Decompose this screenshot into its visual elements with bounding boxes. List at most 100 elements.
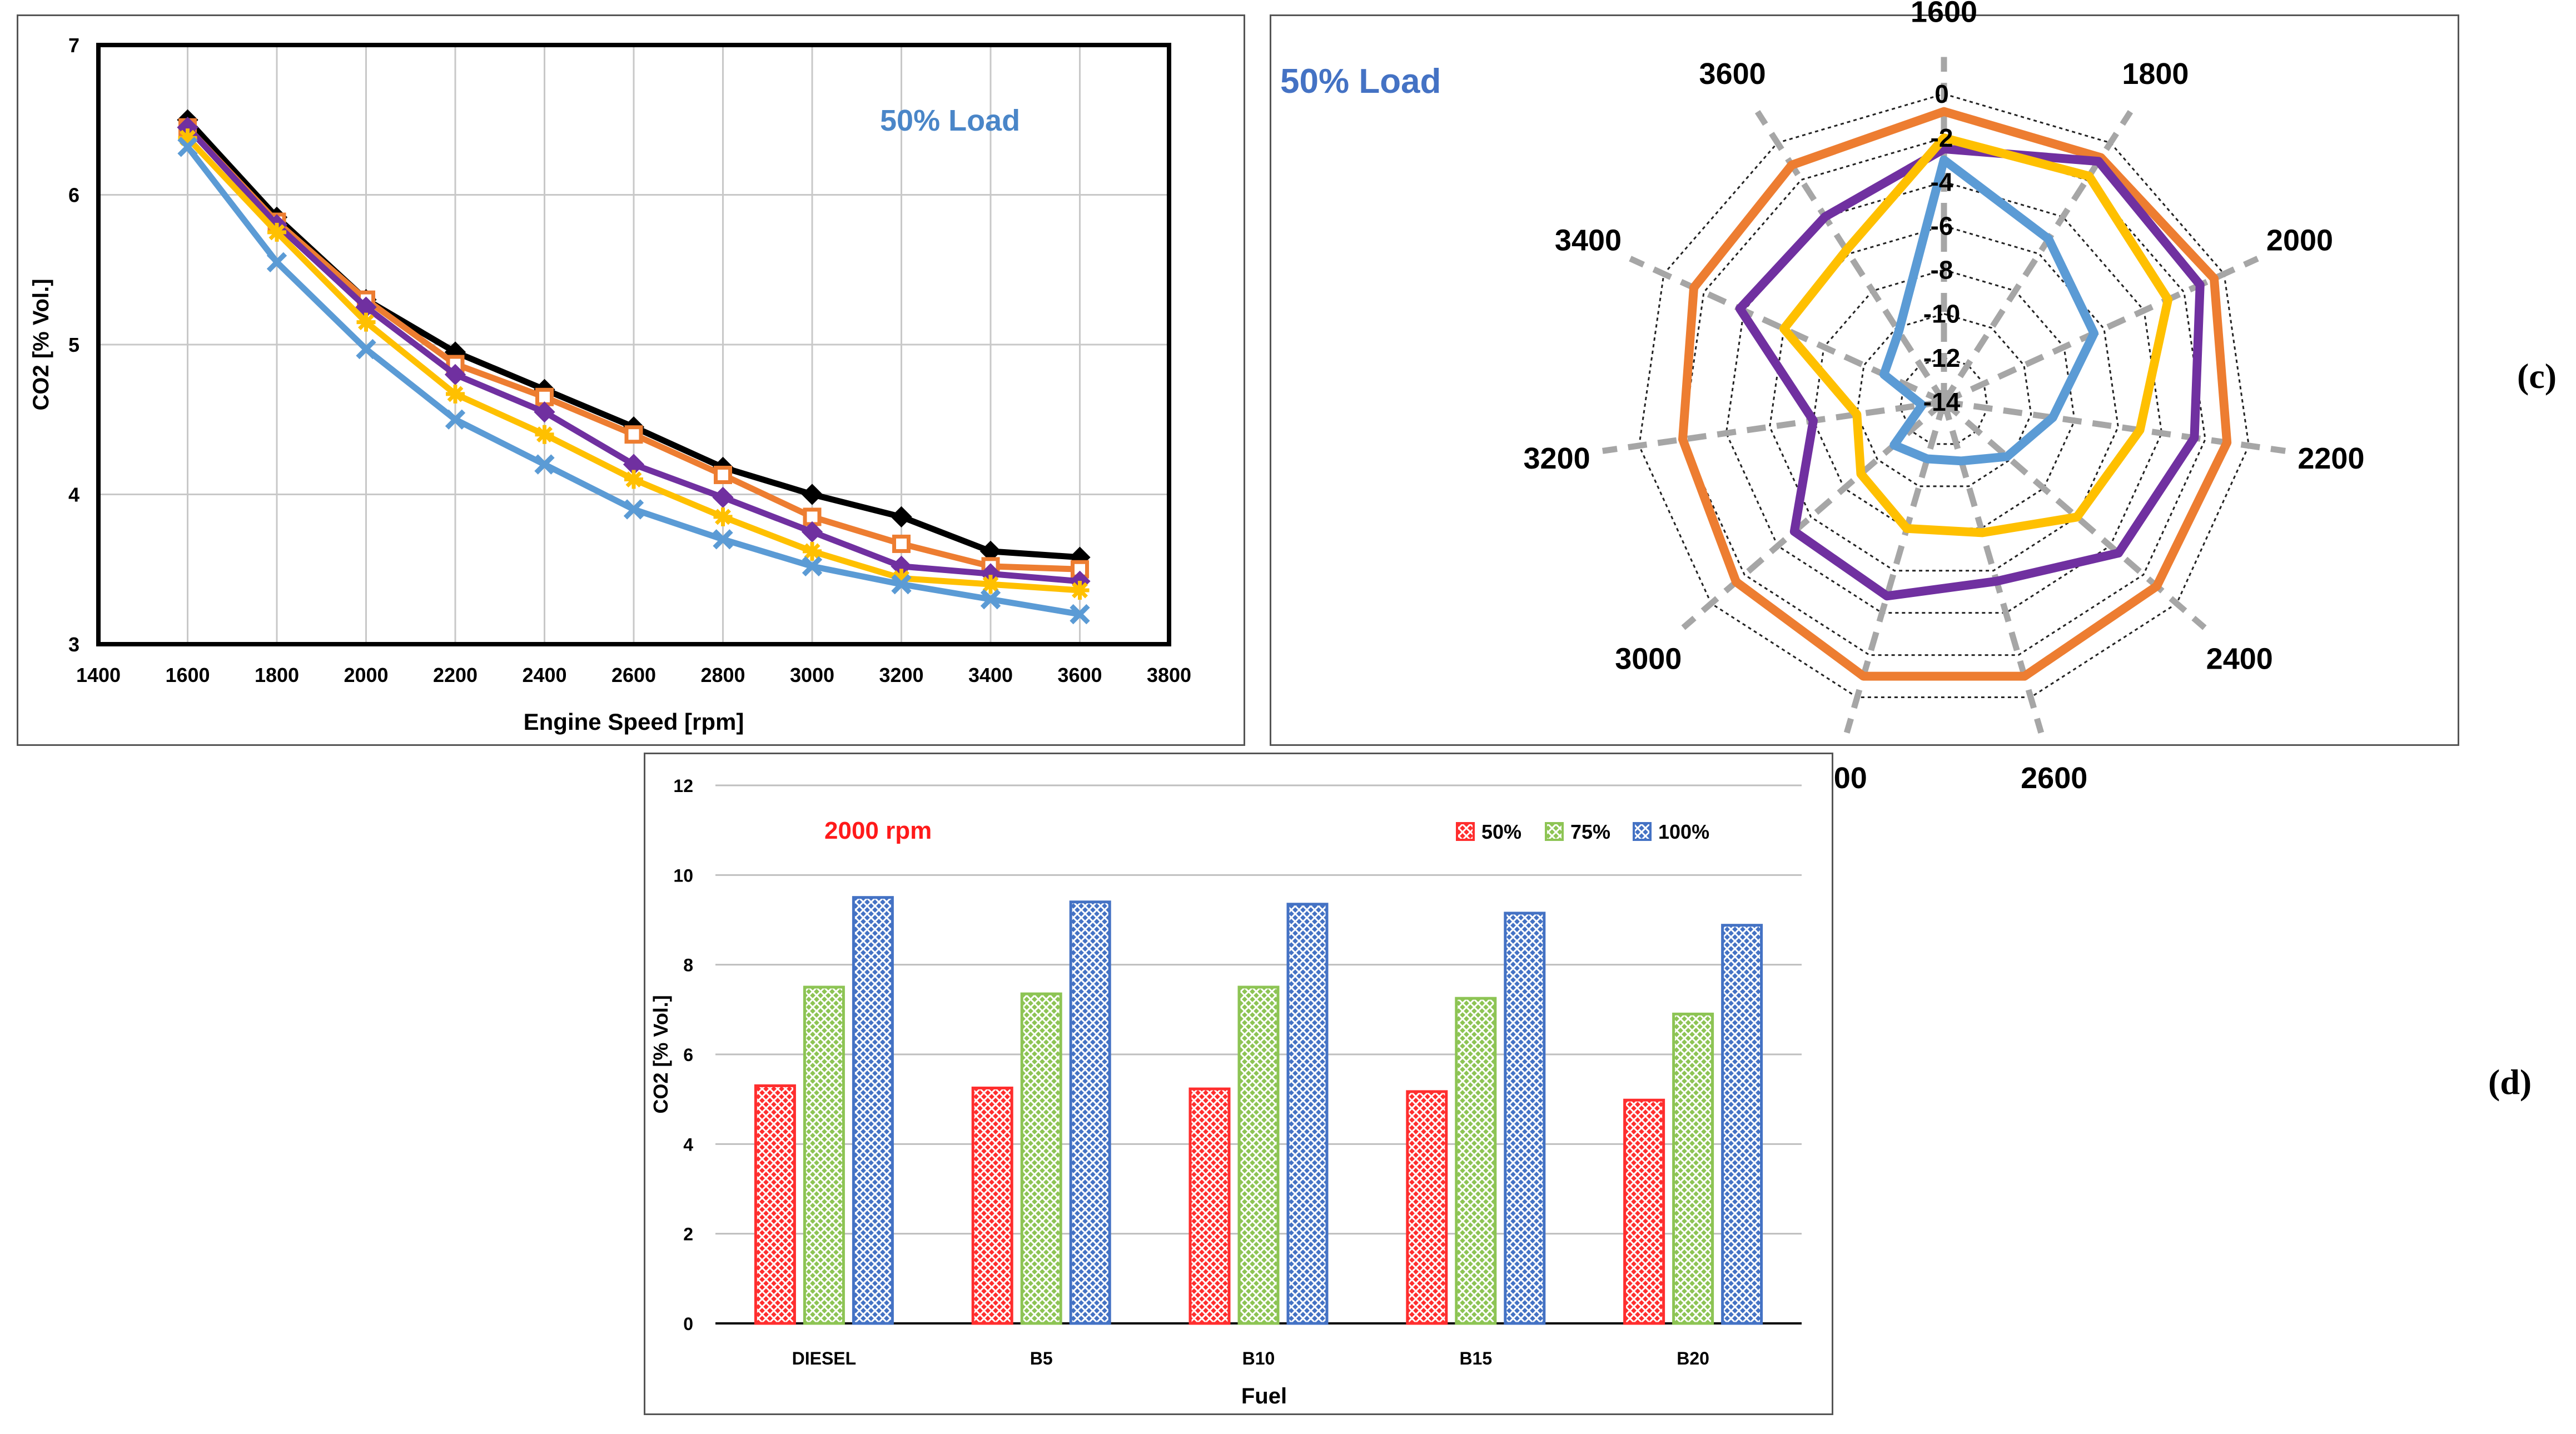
x-tick-label: B5 xyxy=(1030,1348,1053,1368)
bar-100% xyxy=(1504,912,1546,1325)
bar-50% xyxy=(971,1087,1013,1325)
data-point-B20 xyxy=(445,409,466,430)
radar-r-tick-label: -14 xyxy=(1923,387,1961,416)
radar-r-tick-label: -4 xyxy=(1931,167,1953,196)
y-tick-label: 8 xyxy=(683,955,693,975)
x-tick-label: 3800 xyxy=(1147,664,1191,686)
data-point-B20 xyxy=(891,574,912,595)
panel-label-d: (d) xyxy=(2488,1062,2532,1102)
y-tick-label: 6 xyxy=(68,184,79,207)
radar-r-tick-label: -12 xyxy=(1923,343,1960,372)
radar-r-tick-label: -2 xyxy=(1931,123,1953,152)
radar-series-B5 xyxy=(1678,107,2232,681)
radar-series-B20 xyxy=(1879,155,2098,466)
chart-annotation: 50% Load xyxy=(1280,62,1441,101)
legend-swatch-75% xyxy=(1545,822,1564,841)
data-point-Diesel xyxy=(891,506,912,528)
x-tick-label: 2400 xyxy=(522,664,566,686)
radar-category-label: 2400 xyxy=(2206,643,2273,676)
x-tick-label: 1600 xyxy=(165,664,210,686)
x-tick-label: 3600 xyxy=(1057,664,1102,686)
bar-50% xyxy=(754,1084,796,1325)
data-point-B15 xyxy=(267,222,286,242)
data-point-B15 xyxy=(713,507,733,526)
radar-center-dot xyxy=(1932,390,1956,414)
radar-category-label: 1800 xyxy=(2122,57,2189,91)
y-tick-label: 4 xyxy=(683,1134,693,1154)
x-tick-label: B20 xyxy=(1677,1348,1709,1368)
data-point-B15 xyxy=(356,312,376,332)
x-tick-label: 3400 xyxy=(968,664,1013,686)
radar-spoke xyxy=(1602,399,1945,454)
legend-swatch-50% xyxy=(1456,822,1475,841)
radar-category-label: 3400 xyxy=(1555,224,1622,257)
x-axis-label: Fuel xyxy=(1241,1384,1287,1408)
radar-category-label: 2200 xyxy=(2297,442,2364,475)
panel-line-chart: 1400 1600 1800 2000 2200 2400 2600 2800 3000 3200… xyxy=(17,14,1245,746)
x-tick-label: 3000 xyxy=(790,664,834,686)
data-point-B20 xyxy=(802,556,823,577)
panel-label-c: (c) xyxy=(2517,356,2557,396)
radar-grid-ring xyxy=(1682,137,2206,656)
data-point-B20 xyxy=(1070,604,1090,625)
data-point-B20 xyxy=(713,529,733,550)
bar-100% xyxy=(852,896,894,1325)
panel-bar-chart: 0 2 4 6 8 10 12 DIESEL B5 B10 B15 B20 50% 75% 100% 2000… xyxy=(644,753,1833,1415)
data-point-B15 xyxy=(803,541,822,561)
legend-swatch-100% xyxy=(1633,822,1652,841)
legend-label: 100% xyxy=(1658,820,1709,843)
radar-spoke xyxy=(1942,256,2259,405)
radar-grid-ring xyxy=(1899,357,1988,445)
radar-spoke xyxy=(1942,399,2207,630)
radar-r-tick-label: -6 xyxy=(1931,211,1953,240)
plot-area-border xyxy=(96,43,1171,646)
data-point-B15 xyxy=(624,470,643,489)
bar-75% xyxy=(803,985,845,1325)
chart-annotation: 50% Load xyxy=(880,104,1020,137)
data-point-B15 xyxy=(535,425,554,444)
radar-spoke xyxy=(1754,110,1947,404)
radar-series-B10 xyxy=(1735,144,2205,601)
data-point-B20 xyxy=(623,499,644,520)
y-tick-label: 10 xyxy=(673,865,693,885)
x-tick-label: 2200 xyxy=(433,664,478,686)
bar-50% xyxy=(1188,1087,1231,1325)
y-tick-label: 0 xyxy=(683,1314,693,1334)
x-tick-label: 1800 xyxy=(255,664,299,686)
x-tick-label: 2600 xyxy=(611,664,656,686)
chart-annotation: 2000 rpm xyxy=(824,817,932,844)
legend-label: 50% xyxy=(1481,820,1521,843)
legend-label: 75% xyxy=(1570,820,1610,843)
bar-100% xyxy=(1721,924,1763,1325)
data-point-B10 xyxy=(712,486,734,509)
data-point-B20 xyxy=(356,338,376,360)
data-point-B20 xyxy=(266,252,287,272)
data-point-B15 xyxy=(446,384,465,404)
radar-spoke xyxy=(1941,401,2045,734)
bar-75% xyxy=(1455,997,1497,1325)
x-tick-label: 2800 xyxy=(700,664,745,686)
x-tick-label: DIESEL xyxy=(792,1348,857,1368)
line-chart: 1400 1600 1800 2000 2200 2400 2600 2800 3000 3200… xyxy=(29,34,1191,735)
radar-grid-ring xyxy=(1856,313,2032,487)
y-tick-label: 12 xyxy=(673,776,693,796)
radar-grid-ring xyxy=(1638,93,2250,699)
data-point-Diesel xyxy=(801,484,823,505)
x-axis-label: Engine Speed [rpm] xyxy=(524,709,744,735)
data-point-B15 xyxy=(1070,580,1090,600)
data-point-B15 xyxy=(981,575,1000,594)
radar-category-label: 1600 xyxy=(1911,0,1977,28)
data-point-B5 xyxy=(714,465,732,484)
bar-75% xyxy=(1672,1012,1714,1325)
bar-100% xyxy=(1286,903,1329,1325)
bar-75% xyxy=(1237,985,1280,1325)
data-point-B10 xyxy=(444,364,466,386)
radar-spoke xyxy=(1629,256,1946,405)
y-axis-label: CO2 [% Vol.] xyxy=(649,995,672,1113)
data-point-B10 xyxy=(534,401,555,423)
bar-50% xyxy=(1623,1098,1665,1325)
radar-r-tick-label: -8 xyxy=(1931,256,1953,285)
data-point-B5 xyxy=(624,425,643,444)
radar-category-label: 3600 xyxy=(1699,57,1766,91)
y-tick-label: 4 xyxy=(68,484,79,506)
